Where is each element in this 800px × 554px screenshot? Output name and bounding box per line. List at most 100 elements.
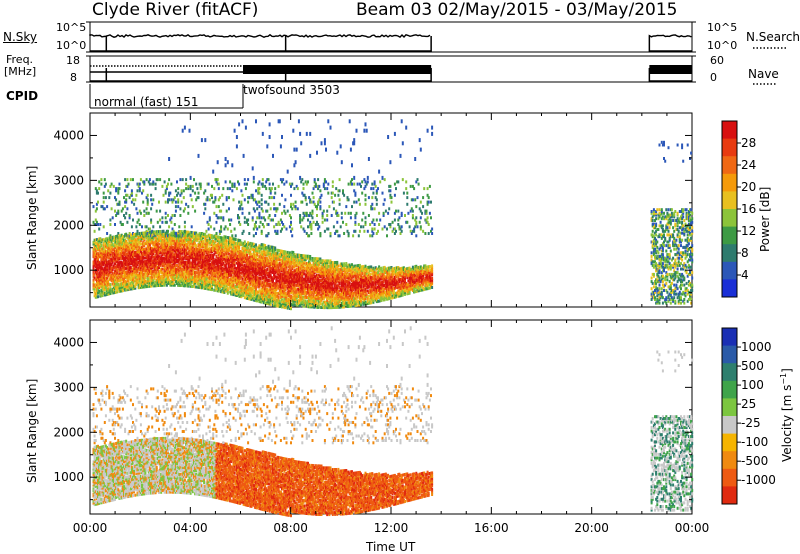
echo-cell <box>217 205 220 209</box>
echo-cell <box>217 287 220 291</box>
echo-cell <box>134 198 137 202</box>
echo-cell <box>211 281 213 284</box>
echo-cell <box>119 282 122 286</box>
echo-cell <box>177 191 180 195</box>
echo-cell <box>233 264 236 268</box>
echo-cell <box>147 234 150 238</box>
echo-cell <box>234 252 237 256</box>
echo-cell <box>186 271 189 275</box>
echo-cell <box>231 280 234 284</box>
echo-cell <box>188 243 191 247</box>
echo-cell <box>183 220 186 224</box>
echo-cell <box>193 281 195 285</box>
echo-cell <box>221 276 224 279</box>
echo-cell <box>278 252 281 256</box>
echo-cell <box>145 263 148 267</box>
echo-cell <box>120 264 123 268</box>
echo-cell <box>273 289 276 293</box>
echo-cell <box>133 234 136 238</box>
echo-cell <box>165 276 168 280</box>
echo-cell <box>242 252 245 256</box>
echo-cell <box>252 198 255 202</box>
echo-cell <box>151 262 154 266</box>
echo-cell <box>261 209 264 213</box>
echo-cell <box>260 244 263 248</box>
echo-cell <box>136 229 139 233</box>
echo-cell <box>146 256 149 260</box>
echo-cell <box>220 270 223 274</box>
echo-cell <box>115 270 118 274</box>
echo-cell <box>268 255 271 259</box>
echo-cell <box>145 211 148 215</box>
echo-cell <box>284 259 287 263</box>
echo-cell <box>269 297 272 301</box>
echo-cell <box>129 267 132 271</box>
echo-cell <box>110 259 113 263</box>
echo-cell <box>144 283 147 287</box>
echo-cell <box>246 250 248 253</box>
echo-cell <box>237 265 239 269</box>
echo-cell <box>290 260 292 264</box>
echo-cell <box>246 244 248 248</box>
echo-cell <box>150 270 153 274</box>
echo-cell <box>222 279 225 283</box>
echo-cell <box>230 245 233 249</box>
echo-cell <box>136 243 139 247</box>
echo-cell <box>193 234 195 238</box>
echo-cell <box>152 280 155 284</box>
echo-cell <box>242 283 245 287</box>
echo-cell <box>279 283 282 287</box>
echo-cell <box>256 261 259 265</box>
echo-cell <box>129 235 132 239</box>
echo-cell <box>179 237 182 241</box>
echo-cell <box>93 256 96 260</box>
echo-cell <box>177 198 180 202</box>
echo-cell <box>282 285 285 289</box>
echo-cell <box>252 244 255 248</box>
echo-cell <box>135 277 138 281</box>
echo-cell <box>129 240 132 244</box>
echo-cell <box>102 272 105 276</box>
echo-cell <box>114 287 116 291</box>
echo-cell <box>181 248 184 252</box>
echo-cell <box>144 274 147 278</box>
echo-cell <box>204 285 207 289</box>
echo-cell <box>266 251 269 255</box>
echo-cell <box>290 262 292 266</box>
echo-cell <box>286 252 289 256</box>
echo-cell <box>251 242 254 246</box>
echo-cell <box>213 274 216 278</box>
echo-cell <box>134 284 137 288</box>
echo-cell <box>92 267 95 271</box>
echo-cell <box>102 292 105 295</box>
echo-cell <box>189 252 192 256</box>
echo-cell <box>206 220 209 224</box>
echo-cell <box>255 220 257 224</box>
echo-cell <box>128 275 131 279</box>
echo-cell <box>209 286 212 290</box>
echo-cell <box>127 266 130 270</box>
echo-cell <box>278 288 281 292</box>
echo-cell <box>173 256 176 260</box>
echo-cell <box>118 286 121 290</box>
echo-cell <box>258 280 261 284</box>
echo-cell <box>141 242 143 246</box>
echo-cell <box>224 244 227 248</box>
echo-cell <box>231 234 234 238</box>
echo-cell <box>92 265 95 269</box>
echo-cell <box>268 282 271 286</box>
echo-cell <box>206 281 209 285</box>
echo-cell <box>137 284 140 288</box>
echo-cell <box>209 268 212 272</box>
echo-cell <box>102 238 105 242</box>
echo-cell <box>275 257 278 261</box>
echo-cell <box>98 291 101 295</box>
echo-cell <box>273 255 276 259</box>
echo-cell <box>231 291 234 294</box>
echo-cell <box>199 282 202 286</box>
echo-cell <box>142 278 145 282</box>
echo-cell <box>253 279 256 283</box>
echo-cell <box>260 193 263 197</box>
echo-cell <box>120 242 123 246</box>
echo-cell <box>189 261 192 265</box>
